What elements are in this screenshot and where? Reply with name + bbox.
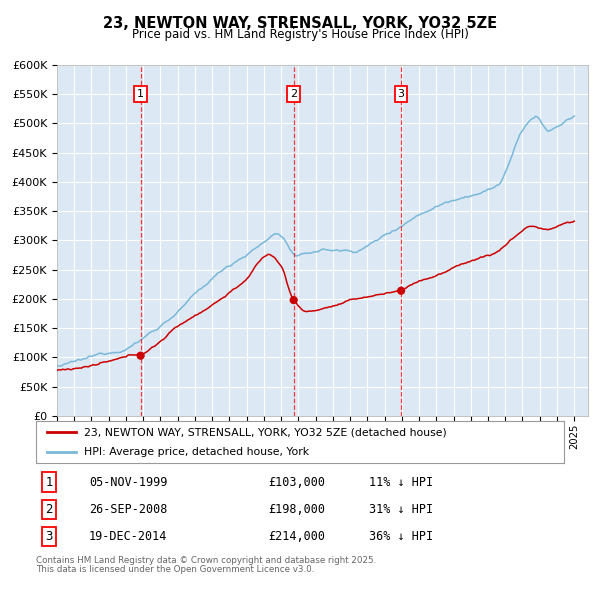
Text: 1: 1: [46, 476, 53, 489]
Text: 2: 2: [290, 89, 297, 99]
Text: 2: 2: [46, 503, 53, 516]
Text: 19-DEC-2014: 19-DEC-2014: [89, 530, 167, 543]
Text: 26-SEP-2008: 26-SEP-2008: [89, 503, 167, 516]
Text: This data is licensed under the Open Government Licence v3.0.: This data is licensed under the Open Gov…: [36, 565, 314, 575]
Text: £198,000: £198,000: [268, 503, 325, 516]
Text: £214,000: £214,000: [268, 530, 325, 543]
Point: [397, 286, 406, 296]
Text: 23, NEWTON WAY, STRENSALL, YORK, YO32 5ZE: 23, NEWTON WAY, STRENSALL, YORK, YO32 5Z…: [103, 16, 497, 31]
Text: £103,000: £103,000: [268, 476, 325, 489]
Text: 36% ↓ HPI: 36% ↓ HPI: [368, 530, 433, 543]
Text: Contains HM Land Registry data © Crown copyright and database right 2025.: Contains HM Land Registry data © Crown c…: [36, 556, 376, 565]
Text: 31% ↓ HPI: 31% ↓ HPI: [368, 503, 433, 516]
Text: 23, NEWTON WAY, STRENSALL, YORK, YO32 5ZE (detached house): 23, NEWTON WAY, STRENSALL, YORK, YO32 5Z…: [83, 427, 446, 437]
Text: 11% ↓ HPI: 11% ↓ HPI: [368, 476, 433, 489]
Point: [136, 351, 145, 360]
Text: 3: 3: [46, 530, 53, 543]
Text: Price paid vs. HM Land Registry's House Price Index (HPI): Price paid vs. HM Land Registry's House …: [131, 28, 469, 41]
Text: 1: 1: [137, 89, 144, 99]
Text: HPI: Average price, detached house, York: HPI: Average price, detached house, York: [83, 447, 308, 457]
Text: 3: 3: [398, 89, 404, 99]
Point: [289, 296, 299, 305]
Text: 05-NOV-1999: 05-NOV-1999: [89, 476, 167, 489]
